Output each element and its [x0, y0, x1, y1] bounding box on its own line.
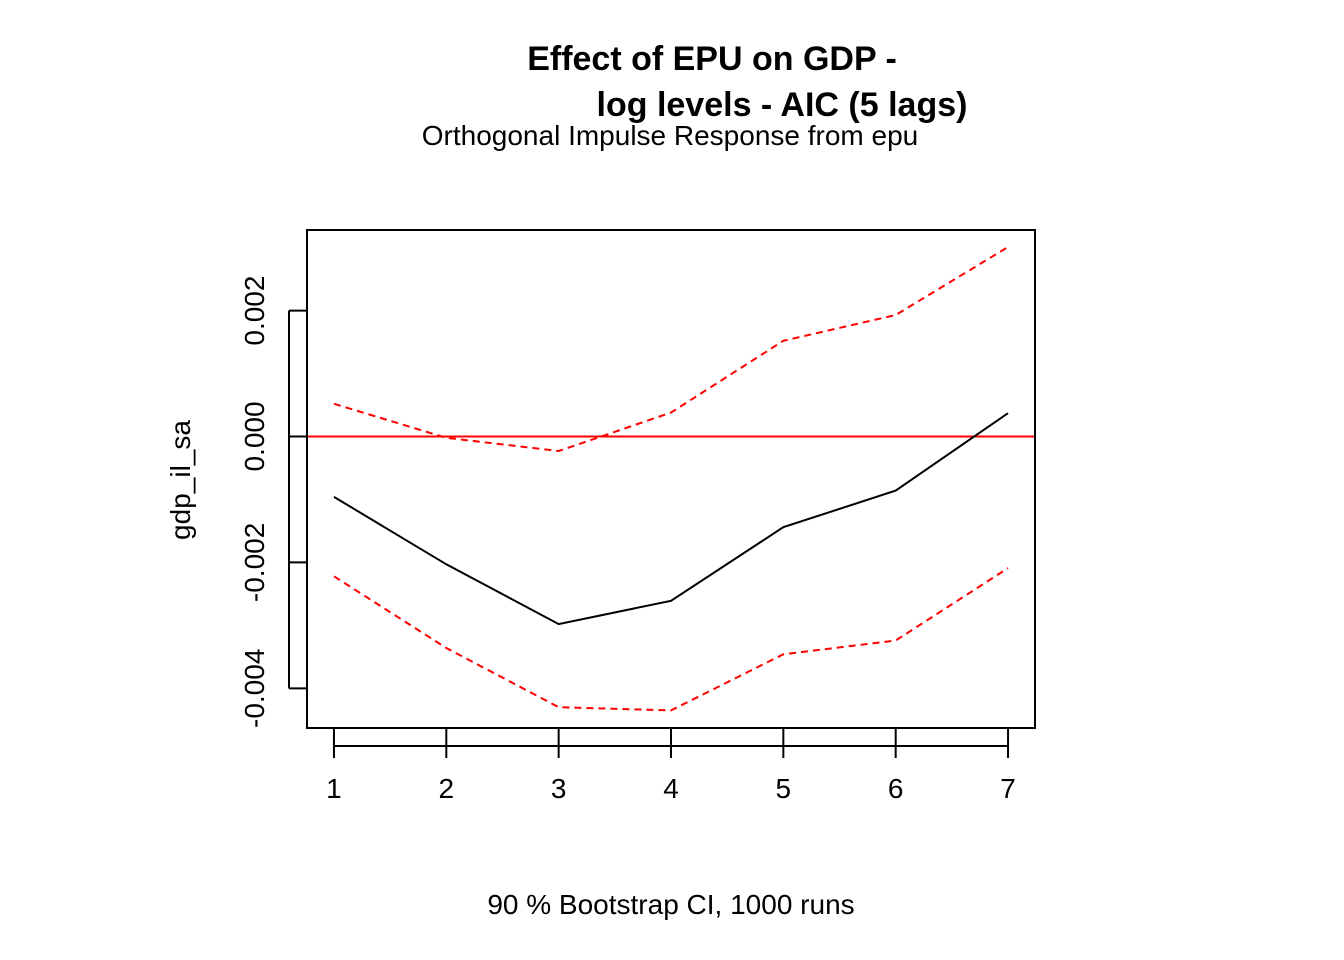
y-tick-label: -0.002 [239, 523, 270, 602]
x-axis-label: 90 % Bootstrap CI, 1000 runs [487, 889, 854, 920]
x-tick-label: 2 [439, 773, 455, 804]
x-tick-label: 3 [551, 773, 567, 804]
upper-ci-line [333, 246, 1009, 453]
y-tick-label: 0.002 [239, 276, 270, 346]
plot-frame [306, 229, 1036, 729]
response-line [333, 412, 1009, 626]
chart-subtitle: Orthogonal Impulse Response from epu [422, 120, 919, 151]
lower-ci-line [333, 567, 1009, 712]
chart-title-line2: log levels - AIC (5 lags) [597, 86, 968, 124]
y-tick-label: 0.000 [239, 401, 270, 471]
y-axis: -0.004 -0.002 0.000 0.002 [239, 276, 307, 728]
x-tick-label: 5 [776, 773, 792, 804]
x-axis: 1 2 3 4 5 6 7 [326, 728, 1016, 804]
y-axis-label: gdp_il_sa [165, 420, 196, 540]
plot-area [307, 246, 1035, 712]
chart-title-line1: Effect of EPU on GDP - [527, 40, 897, 78]
x-tick-label: 7 [1000, 773, 1016, 804]
y-tick-label: -0.004 [239, 649, 270, 728]
x-tick-label: 4 [663, 773, 679, 804]
x-tick-label: 1 [326, 773, 342, 804]
x-tick-label: 6 [888, 773, 904, 804]
